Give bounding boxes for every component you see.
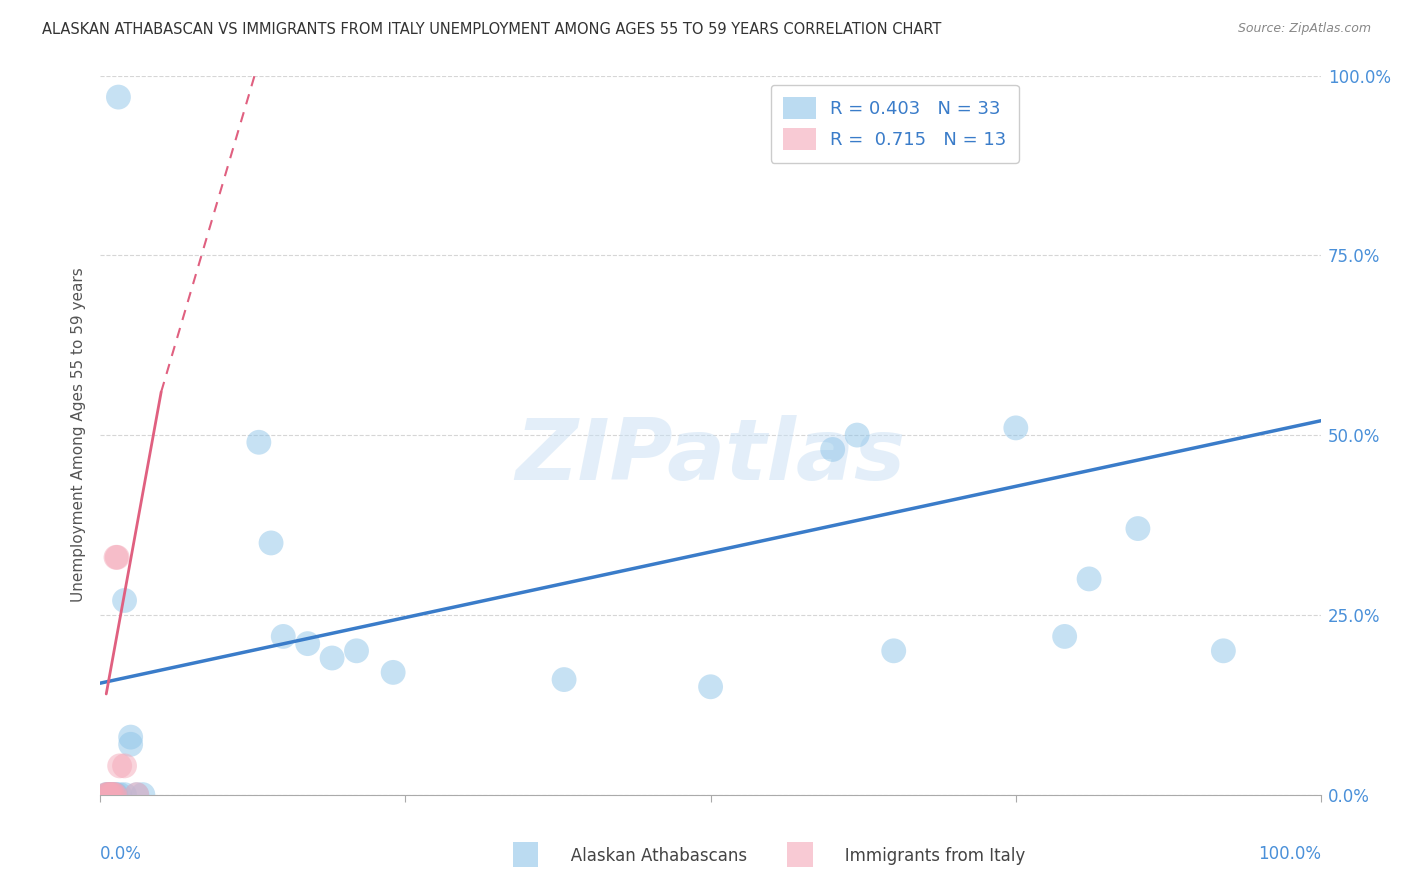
Point (114, 759, 136, 773)
Text: Source: ZipAtlas.com: Source: ZipAtlas.com (1237, 22, 1371, 36)
Point (114, 593, 136, 607)
Point (107, 90, 129, 104)
Point (104, 788, 127, 802)
Point (382, 665, 405, 680)
Point (271, 629, 294, 643)
Point (125, 788, 148, 802)
Point (97, 788, 120, 802)
Point (1126, 522, 1149, 536)
Point (108, 788, 131, 802)
Point (98, 788, 121, 802)
Point (114, 788, 136, 802)
Point (120, 737, 142, 751)
Point (247, 435, 270, 450)
Y-axis label: Unemployment Among Ages 55 to 59 years: Unemployment Among Ages 55 to 59 years (72, 268, 86, 602)
Point (96, 788, 118, 802)
Point (260, 536, 283, 550)
Point (346, 644, 368, 658)
Point (105, 550, 128, 565)
Point (96, 788, 118, 802)
Point (297, 637, 319, 651)
Point (105, 550, 128, 565)
Point (101, 788, 124, 802)
Legend: R = 0.403   N = 33, R =  0.715   N = 13: R = 0.403 N = 33, R = 0.715 N = 13 (770, 85, 1019, 163)
Point (100, 788, 122, 802)
Point (96, 788, 118, 802)
Point (821, 442, 844, 457)
Point (1004, 421, 1026, 435)
Point (321, 651, 343, 665)
Point (699, 680, 721, 694)
Point (1212, 644, 1234, 658)
Text: ZIPatlas: ZIPatlas (516, 415, 905, 498)
Point (553, 673, 575, 687)
Point (105, 788, 128, 802)
Point (108, 759, 131, 773)
Text: 0.0%: 0.0% (100, 845, 142, 863)
Text: Alaskan Athabascans: Alaskan Athabascans (534, 847, 748, 865)
Point (101, 788, 124, 802)
Text: Immigrants from Italy: Immigrants from Italy (808, 847, 1026, 865)
Point (132, 788, 155, 802)
Point (97, 788, 120, 802)
Point (120, 730, 142, 744)
Point (96, 788, 118, 802)
Point (883, 644, 905, 658)
Point (846, 428, 869, 442)
Point (125, 788, 148, 802)
Point (103, 788, 125, 802)
Point (98, 788, 121, 802)
Point (1078, 572, 1101, 586)
Point (104, 788, 127, 802)
Text: 100.0%: 100.0% (1258, 845, 1322, 863)
Point (1053, 629, 1076, 643)
Text: ALASKAN ATHABASCAN VS IMMIGRANTS FROM ITALY UNEMPLOYMENT AMONG AGES 55 TO 59 YEA: ALASKAN ATHABASCAN VS IMMIGRANTS FROM IT… (42, 22, 942, 37)
Point (100, 788, 122, 802)
